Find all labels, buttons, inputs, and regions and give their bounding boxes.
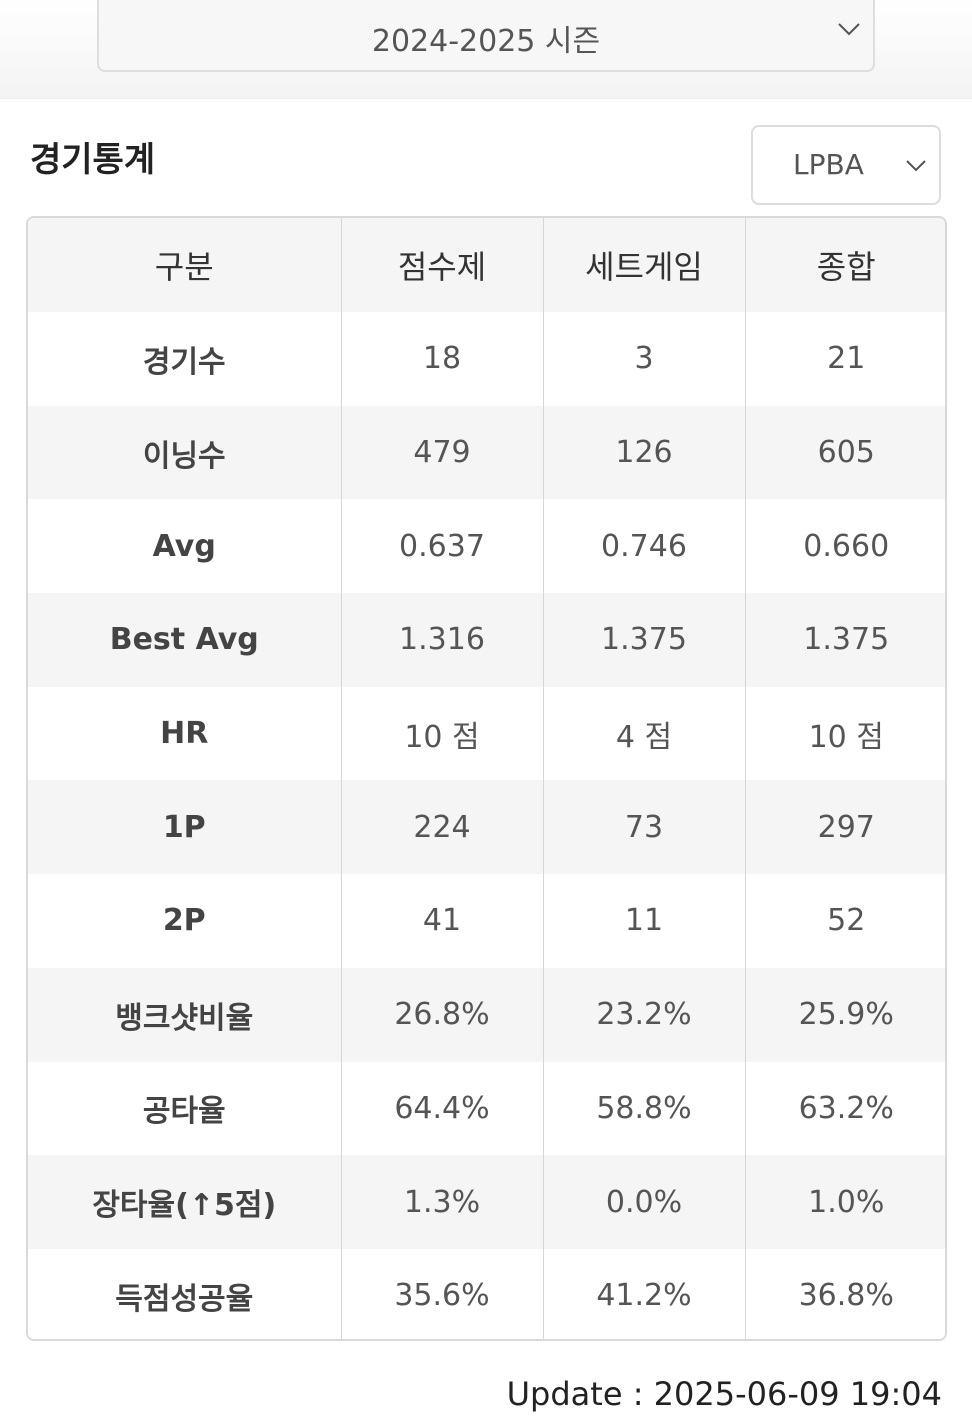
table-row: 공타율 64.4% 58.8% 63.2% [28, 1061, 945, 1156]
table-cell: 41.2% [542, 1248, 745, 1339]
header-score-system: 점수제 [340, 218, 543, 312]
table-cell: 297 [744, 780, 945, 875]
league-select-value: LPBA [793, 148, 864, 181]
table-cell: 3 [542, 312, 745, 406]
table-cell: 1.3% [340, 1155, 543, 1249]
row-label: 경기수 [142, 344, 226, 380]
row-label: 장타율(↑5점) [92, 1188, 277, 1224]
table-cell: 21 [744, 312, 945, 406]
table-row: 장타율(↑5점) 1.3% 0.0% 1.0% [28, 1155, 945, 1249]
table-cell: 52 [744, 874, 945, 968]
table-cell: 605 [744, 405, 945, 500]
season-select-value: 2024-2025 시즌 [371, 24, 601, 59]
row-label: 뱅크샷비율 [115, 1000, 254, 1036]
row-label: HR [160, 716, 209, 752]
table-cell: 10 점 [744, 686, 945, 781]
table-cell: 58.8% [542, 1061, 745, 1156]
header-total: 종합 [744, 218, 945, 312]
row-label: 이닝수 [142, 438, 226, 474]
table-cell: 0.746 [542, 499, 745, 594]
table-row: 이닝수 479 126 605 [28, 405, 945, 500]
header-category: 구분 [154, 248, 214, 286]
table-cell: 73 [542, 780, 745, 875]
table-cell: 4 점 [542, 686, 745, 781]
season-header: 2024-2025 시즌 [0, 0, 972, 99]
table-row: HR 10 점 4 점 10 점 [28, 686, 945, 781]
table-cell: 1.375 [542, 593, 745, 687]
row-label: 득점성공율 [115, 1281, 254, 1317]
header-set-game: 세트게임 [542, 218, 745, 312]
table-cell: 10 점 [340, 686, 543, 781]
table-cell: 64.4% [340, 1061, 543, 1156]
table-row: 1P 224 73 297 [28, 780, 945, 875]
stats-table: 구분 점수제 세트게임 종합 경기수 18 3 21 이닝수 479 126 6… [26, 216, 947, 1341]
table-cell: 479 [340, 405, 543, 500]
chevron-down-icon [838, 23, 860, 36]
season-select[interactable]: 2024-2025 시즌 [97, 0, 875, 72]
table-cell: 36.8% [744, 1248, 945, 1339]
row-label: 1P [162, 809, 206, 845]
row-label: 2P [162, 903, 206, 939]
table-cell: 1.375 [744, 593, 945, 687]
table-cell: 25.9% [744, 967, 945, 1062]
table-row: Best Avg 1.316 1.375 1.375 [28, 593, 945, 687]
table-row: 득점성공율 35.6% 41.2% 36.8% [28, 1248, 945, 1339]
table-cell: 126 [542, 405, 745, 500]
table-row: Avg 0.637 0.746 0.660 [28, 499, 945, 594]
section-title: 경기통계 [30, 140, 156, 180]
table-cell: 18 [340, 312, 543, 406]
table-cell: 41 [340, 874, 543, 968]
table-cell: 11 [542, 874, 745, 968]
chevron-down-icon [906, 160, 926, 172]
row-label: Avg [152, 528, 216, 564]
table-cell: 224 [340, 780, 543, 875]
table-row: 경기수 18 3 21 [28, 312, 945, 406]
table-cell: 0.0% [542, 1155, 745, 1249]
table-cell: 0.637 [340, 499, 543, 594]
row-label: 공타율 [142, 1094, 226, 1130]
row-label: Best Avg [109, 622, 259, 658]
table-cell: 35.6% [340, 1248, 543, 1339]
table-header-row: 구분 점수제 세트게임 종합 [28, 218, 945, 312]
table-row: 뱅크샷비율 26.8% 23.2% 25.9% [28, 967, 945, 1062]
table-row: 2P 41 11 52 [28, 874, 945, 968]
league-select[interactable]: LPBA [751, 125, 941, 205]
update-timestamp: Update : 2025-06-09 19:04 [506, 1375, 942, 1413]
table-cell: 63.2% [744, 1061, 945, 1156]
table-cell: 1.0% [744, 1155, 945, 1249]
table-cell: 1.316 [340, 593, 543, 687]
table-cell: 0.660 [744, 499, 945, 594]
table-cell: 26.8% [340, 967, 543, 1062]
table-cell: 23.2% [542, 967, 745, 1062]
